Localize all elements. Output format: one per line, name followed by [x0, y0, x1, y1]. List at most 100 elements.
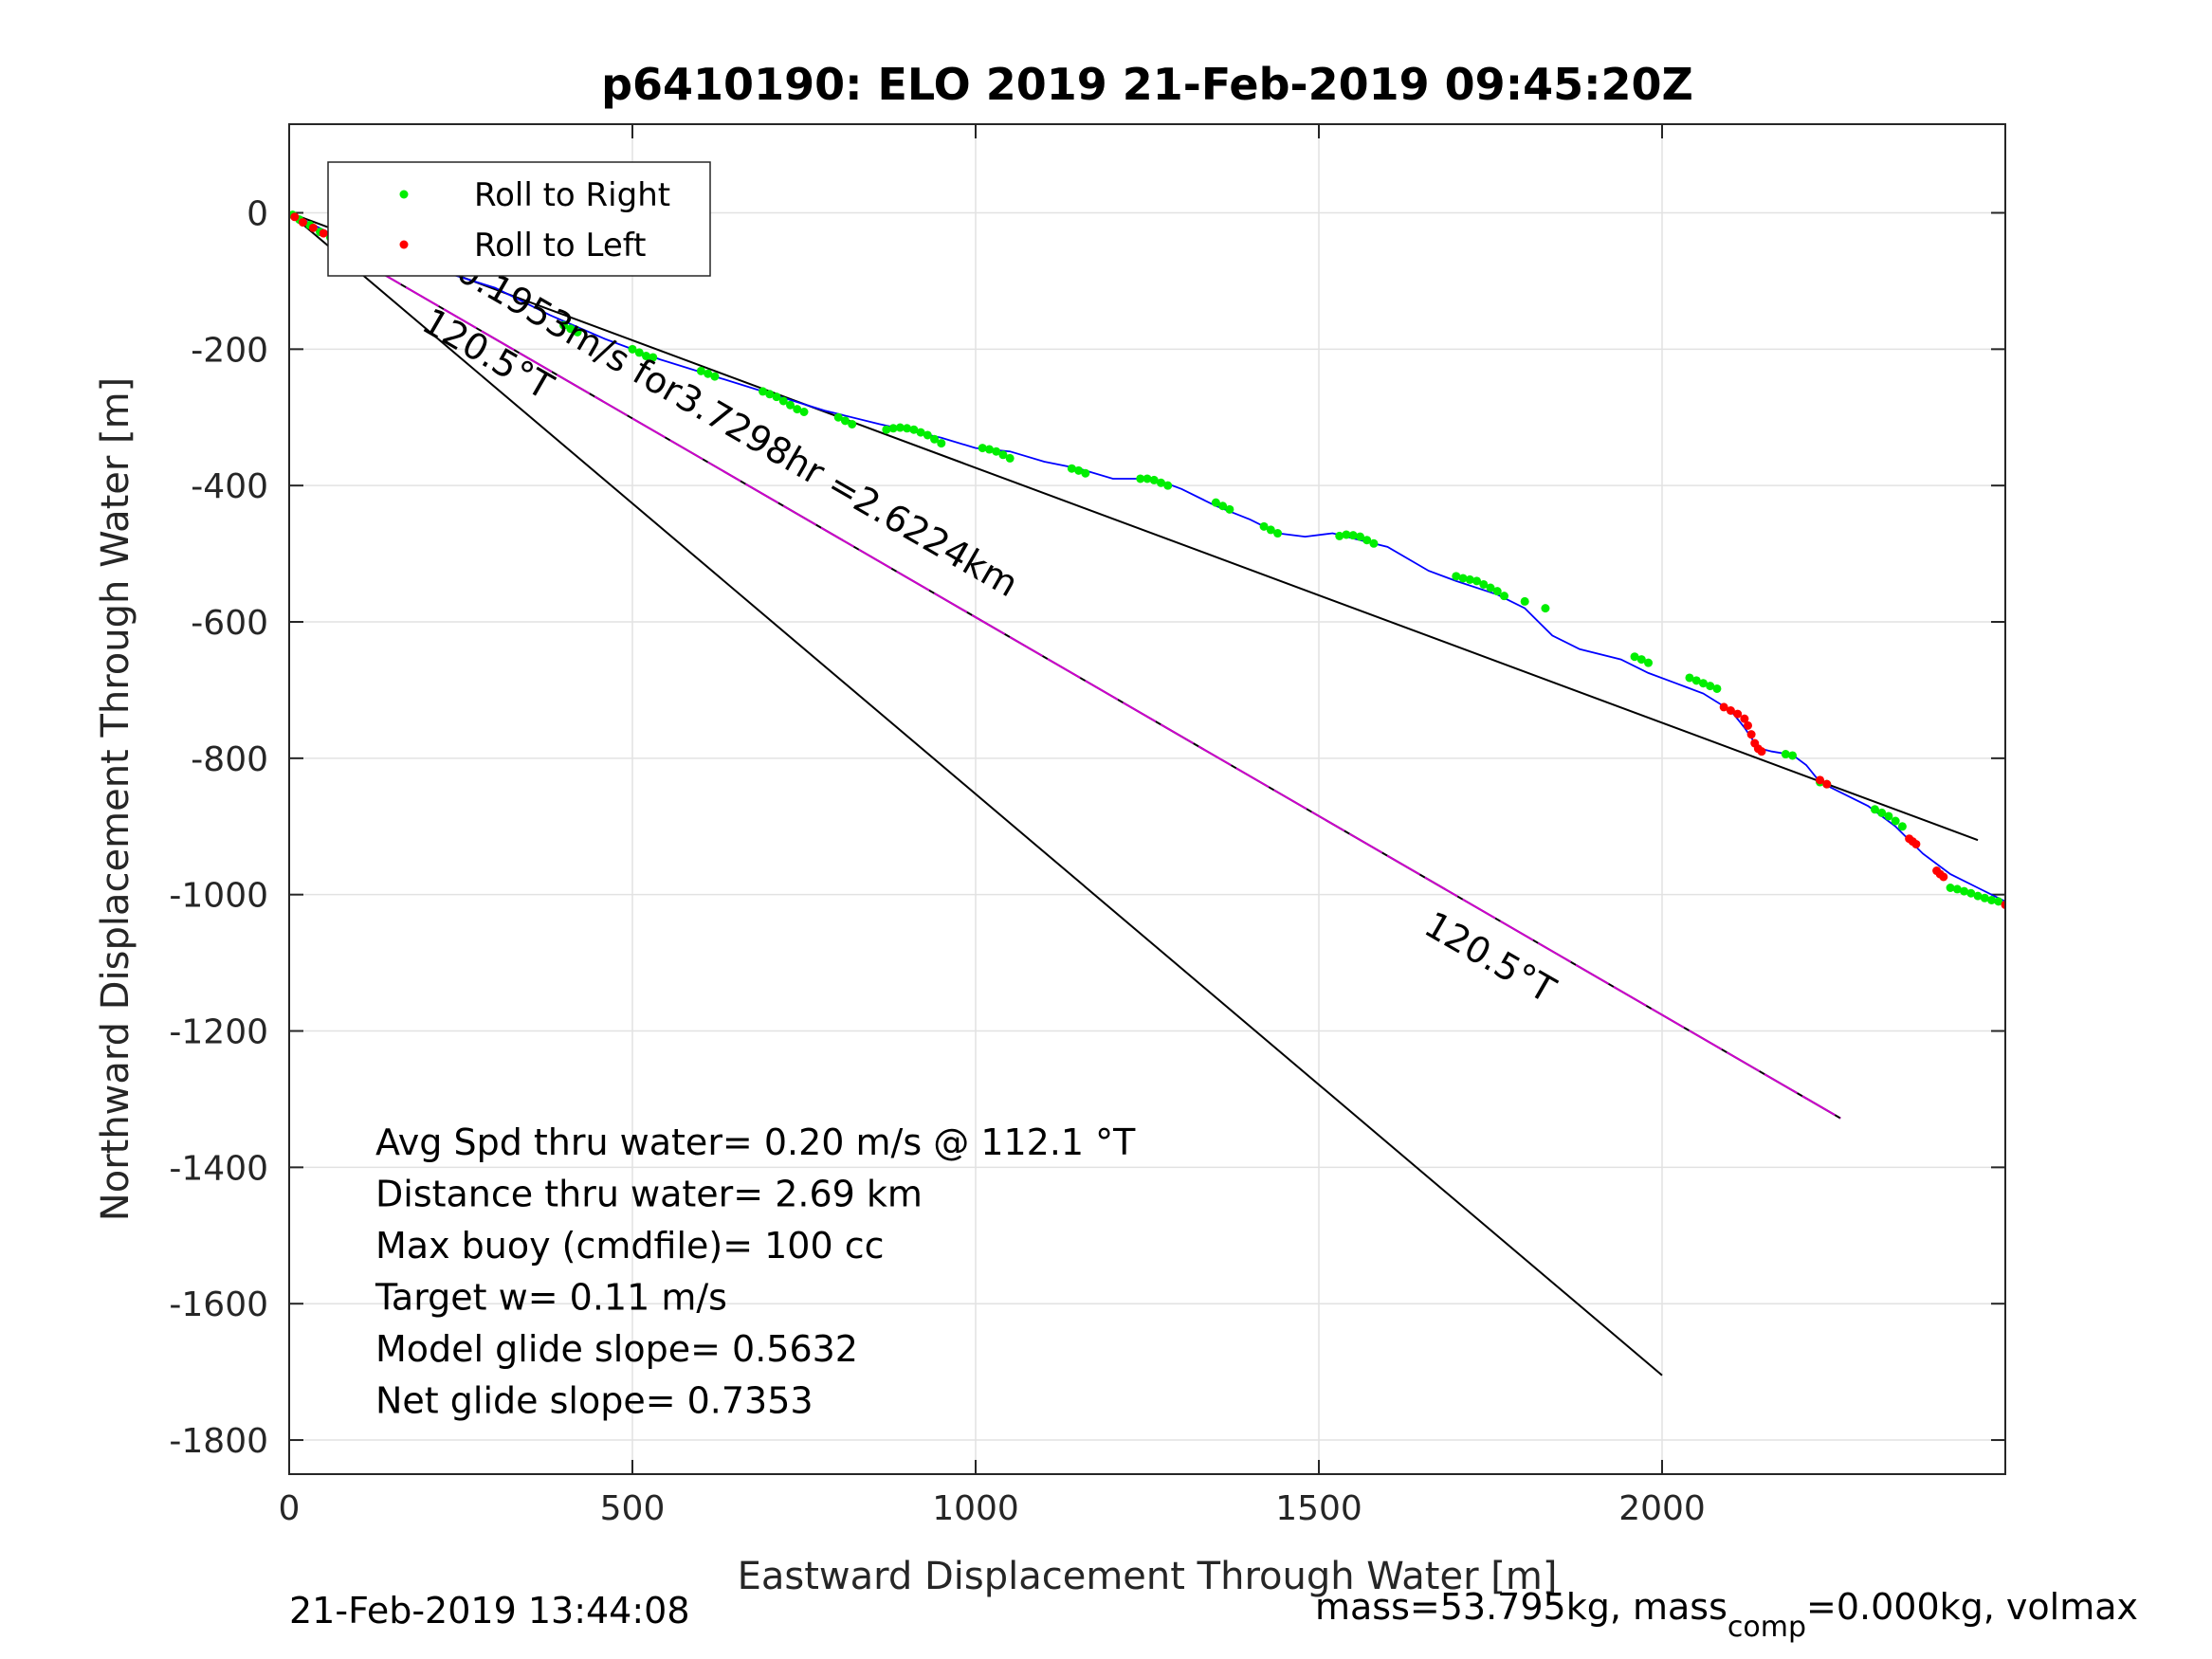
roll-right-point [930, 434, 940, 444]
roll-right-point [759, 387, 768, 396]
info-line-3: Max buoy (cmdfile)= 100 cc [375, 1225, 885, 1267]
roll-right-point [1452, 572, 1461, 581]
roll-right-point [998, 450, 1008, 460]
roll-right-point [634, 348, 644, 357]
roll-right-point [1541, 604, 1550, 613]
roll-right-point [895, 423, 905, 432]
y-tick-label: -600 [191, 604, 268, 643]
roll-right-point [1211, 498, 1220, 507]
roll-left-point [1822, 779, 1832, 789]
roll-right-point [916, 428, 925, 437]
roll-right-point [1143, 474, 1152, 483]
roll-right-point [1156, 478, 1165, 487]
roll-right-point [1472, 576, 1482, 586]
roll-right-point [1342, 530, 1351, 539]
roll-left-point [1719, 702, 1728, 712]
roll-right-point [696, 366, 705, 375]
roll-right-point [1630, 652, 1639, 662]
roll-left-point [1726, 706, 1735, 716]
roll-right-point [1644, 658, 1654, 667]
chart-title: p6410190: ELO 2019 21-Feb-2019 09:45:20Z [601, 59, 1693, 110]
roll-right-point [1891, 816, 1900, 826]
roll-right-point [628, 344, 637, 354]
info-line-6: Net glide slope= 0.7353 [375, 1380, 814, 1422]
roll-right-point [799, 407, 809, 416]
roll-left-point [2001, 900, 2005, 909]
roll-left-point [1744, 720, 1752, 730]
legend-marker-roll-right [399, 190, 409, 199]
roll-right-point [1994, 897, 2003, 906]
roll-right-point [765, 390, 775, 399]
roll-right-point [882, 425, 891, 434]
info-line-2: Distance thru water= 2.69 km [375, 1174, 923, 1215]
roll-right-point [641, 352, 650, 361]
roll-right-point [1005, 453, 1015, 463]
roll-right-point [1362, 536, 1372, 545]
y-tick-label: -1800 [169, 1422, 268, 1461]
roll-right-point [1348, 531, 1358, 540]
roll-right-point [1698, 679, 1708, 688]
y-tick-label: -400 [191, 467, 268, 506]
roll-right-point [923, 430, 932, 440]
roll-right-point [1966, 888, 1976, 898]
roll-right-point [1074, 465, 1084, 475]
roll-right-point [1479, 579, 1489, 589]
roll-right-point [1259, 521, 1269, 531]
info-line-1: Avg Spd thru water= 0.20 m/s @ 112.1 °T [375, 1121, 1136, 1163]
roll-right-point [1499, 592, 1508, 601]
legend-marker-roll-left [399, 240, 409, 249]
roll-right-point [888, 424, 898, 433]
legend-label-roll-left: Roll to Left [474, 227, 647, 264]
roll-right-point [840, 416, 850, 426]
roll-right-point [566, 324, 576, 334]
roll-right-point [1781, 750, 1790, 759]
roll-left-point [1911, 839, 1921, 848]
roll-left-point [1757, 747, 1766, 757]
roll-right-point [710, 372, 720, 381]
x-axis-label: Eastward Displacement Through Water [m] [738, 1555, 1558, 1598]
roll-right-point [1685, 673, 1694, 683]
roll-right-point [848, 419, 857, 428]
y-tick-label: 0 [247, 194, 268, 233]
roll-right-point [984, 445, 994, 454]
mass-subscript: comp [1728, 1611, 1806, 1644]
grid [288, 124, 2005, 1474]
axes-box [288, 123, 2006, 1475]
roll-right-point [1369, 538, 1379, 548]
legend: Roll to Right Roll to Left [327, 161, 711, 277]
roll-left-point [290, 212, 300, 222]
roll-right-point [833, 412, 843, 422]
roll-right-point [1266, 525, 1275, 535]
y-tick-label: -200 [191, 331, 268, 370]
roll-right-point [649, 353, 658, 362]
roll-right-point [1486, 583, 1495, 592]
roll-right-point [1458, 574, 1468, 583]
roll-left-point [1733, 709, 1743, 719]
roll-right-point [1788, 751, 1798, 760]
roll-right-point [1520, 596, 1529, 606]
mass-text-post: =0.000kg, volmax [1806, 1586, 2138, 1628]
legend-box [327, 161, 711, 277]
roll-right-point [1884, 811, 1893, 821]
roll-right-point [1987, 895, 1997, 904]
roll-right-point [573, 327, 582, 337]
roll-right-point [1492, 587, 1502, 596]
y-tick-label: -800 [191, 740, 268, 779]
roll-right-point [793, 405, 802, 414]
roll-right-point [1952, 884, 1962, 894]
roll-left-point [298, 218, 307, 228]
roll-right-point [559, 320, 569, 330]
roll-right-point [1870, 805, 1879, 814]
roll-right-point [909, 425, 919, 434]
roll-right-point [1465, 574, 1474, 584]
roll-right-point [1136, 474, 1145, 483]
roll-right-point [1636, 655, 1646, 665]
y-tick-label: -1600 [169, 1285, 268, 1324]
roll-right-point [1946, 883, 1955, 892]
roll-right-point [786, 400, 795, 410]
y-tick-label: -1200 [169, 1013, 268, 1052]
info-line-5: Model glide slope= 0.5632 [375, 1328, 858, 1370]
roll-left-point [319, 228, 328, 238]
roll-left-point [1939, 872, 1948, 882]
